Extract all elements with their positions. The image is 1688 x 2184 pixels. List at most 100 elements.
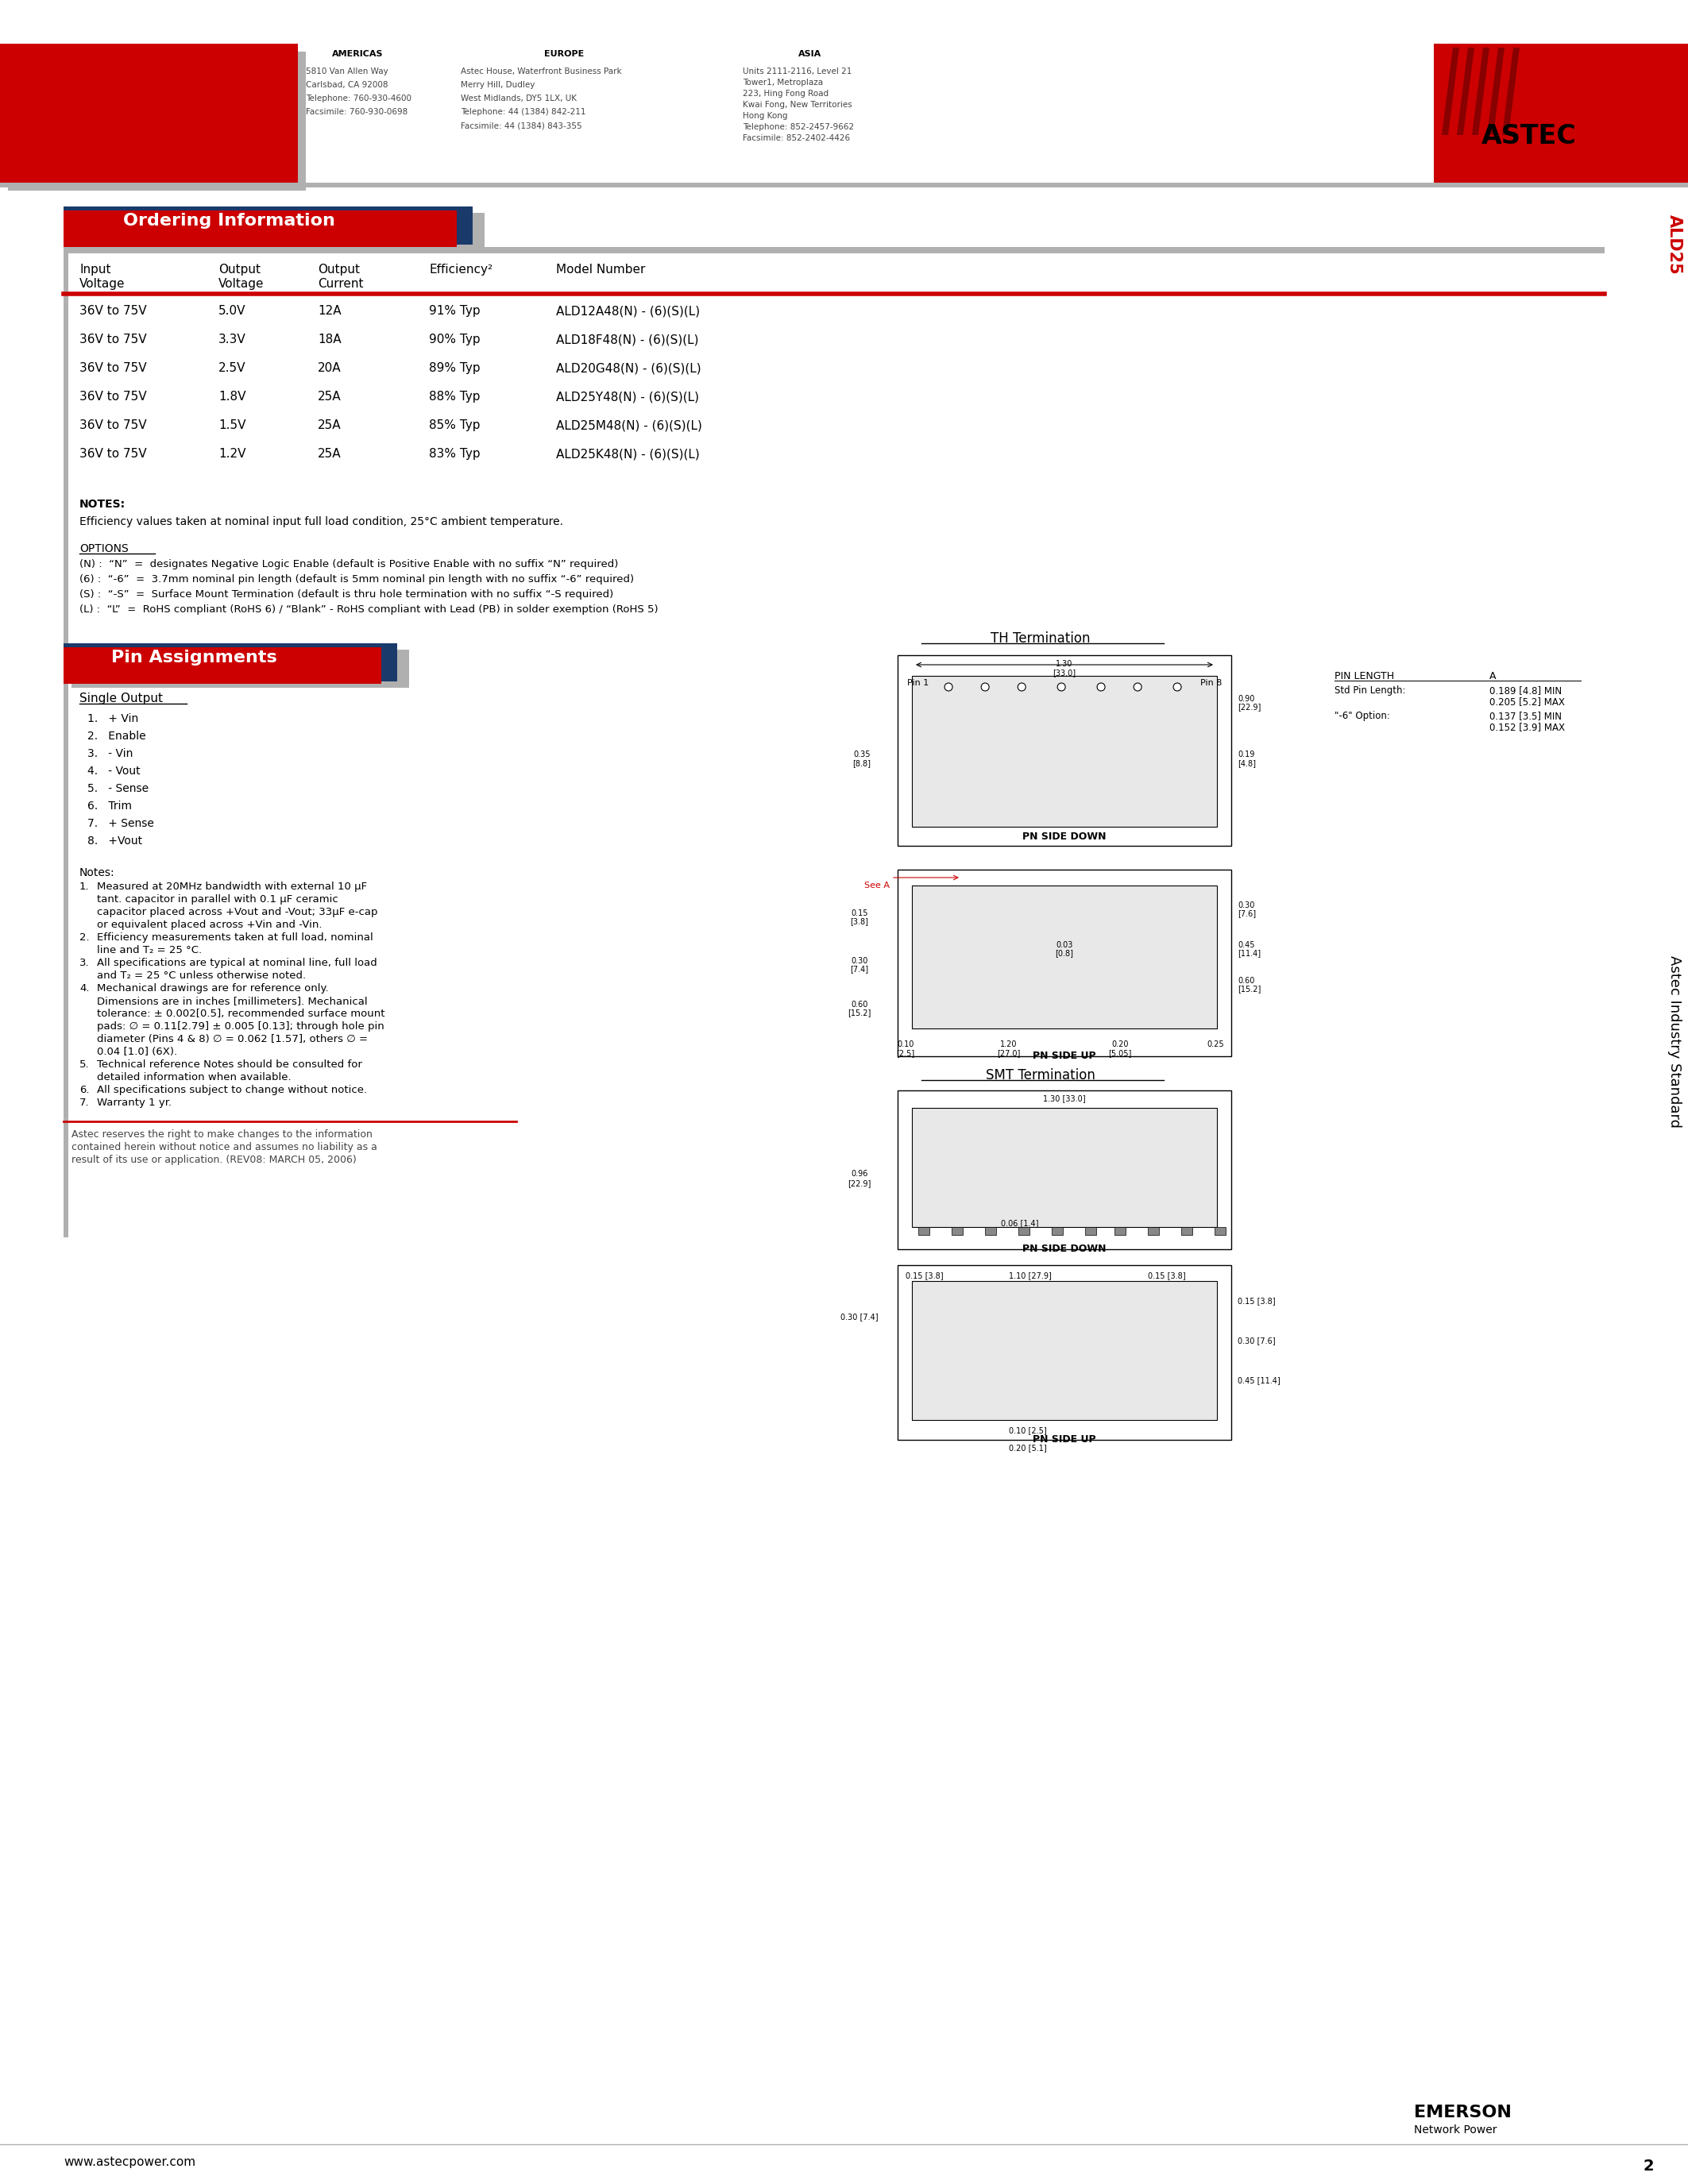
Text: Voltage: Voltage [79,277,125,290]
Text: 0.03: 0.03 [1057,941,1074,950]
Polygon shape [1442,48,1458,135]
Bar [1433,44,1688,183]
Text: 12A: 12A [317,306,341,317]
Text: diameter (Pins 4 & 8) ∅ = 0.062 [1.57], others ∅ =: diameter (Pins 4 & 8) ∅ = 0.062 [1.57], … [96,1033,368,1044]
Text: 3.: 3. [79,959,89,968]
Text: Input: Input [79,264,111,275]
Bar [898,655,1231,845]
Text: [11.4]: [11.4] [1237,950,1261,957]
Text: 2.   Enable: 2. Enable [88,732,145,743]
Text: Dimensions are in inches [millimeters]. Mechanical: Dimensions are in inches [millimeters]. … [96,996,368,1007]
Text: (6) :  “-6”  =  3.7mm nominal pin length (default is 5mm nominal pin length with: (6) : “-6” = 3.7mm nominal pin length (d… [79,574,635,585]
Text: Units 2111-2116, Level 21: Units 2111-2116, Level 21 [743,68,852,76]
Text: 1.2V: 1.2V [218,448,246,461]
Bar [918,1227,928,1234]
Text: 0.15 [3.8]: 0.15 [3.8] [1148,1271,1185,1280]
Text: 90% Typ: 90% Typ [429,334,481,345]
Text: Notes:: Notes: [79,867,115,878]
Text: West Midlands, DY5 1LX, UK: West Midlands, DY5 1LX, UK [461,94,577,103]
Text: 0.60: 0.60 [851,1000,868,1009]
Text: ASIA: ASIA [798,50,822,59]
Text: Tower1, Metroplaza: Tower1, Metroplaza [743,79,824,87]
Text: [22.9]: [22.9] [1237,703,1261,710]
Text: 0.15: 0.15 [851,909,868,917]
Text: 0.30: 0.30 [851,957,868,965]
Text: [7.4]: [7.4] [851,965,869,972]
Text: 0.20: 0.20 [1111,1040,1129,1048]
Bar [64,207,473,245]
Text: 0.189 [4.8] MIN: 0.189 [4.8] MIN [1489,686,1561,697]
Text: 0.45: 0.45 [1237,941,1254,950]
Text: Output: Output [218,264,260,275]
Text: 36V to 75V: 36V to 75V [79,391,147,402]
Bar [0,0,1688,44]
Circle shape [1018,684,1026,690]
Text: EMERSON: EMERSON [1415,2105,1511,2121]
Text: SMT Termination: SMT Termination [986,1068,1096,1083]
Bar [0,183,1688,188]
Text: tolerance: ± 0.002[0.5], recommended surface mount: tolerance: ± 0.002[0.5], recommended sur… [96,1009,385,1020]
Text: 0.205 [5.2] MAX: 0.205 [5.2] MAX [1489,697,1565,708]
Text: 4.: 4. [79,983,89,994]
Text: 0.10 [2.5]: 0.10 [2.5] [1009,1426,1047,1435]
Text: 1.10 [27.9]: 1.10 [27.9] [1009,1271,1052,1280]
Text: 0.60: 0.60 [1237,976,1254,985]
Text: Kwai Fong, New Territories: Kwai Fong, New Territories [743,100,852,109]
Circle shape [1173,684,1182,690]
Text: 223, Hing Fong Road: 223, Hing Fong Road [743,90,829,98]
Text: 5.   - Sense: 5. - Sense [88,784,149,795]
Text: 3.   - Vin: 3. - Vin [88,749,133,760]
Polygon shape [1457,48,1474,135]
Text: 85% Typ: 85% Typ [429,419,479,430]
Text: or equivalent placed across +Vin and -Vin.: or equivalent placed across +Vin and -Vi… [96,919,322,930]
Text: 5.: 5. [79,1059,89,1070]
Circle shape [1134,684,1141,690]
Circle shape [945,684,952,690]
Bar [64,644,397,681]
Text: [3.8]: [3.8] [851,917,869,926]
Text: 0.137 [3.5] MIN: 0.137 [3.5] MIN [1489,710,1561,721]
Bar [1636,44,1688,183]
Bar [64,247,1605,253]
Text: See A: See A [864,882,890,889]
Text: 0.25: 0.25 [1207,1040,1224,1048]
Circle shape [1097,684,1106,690]
Text: ASTEC: ASTEC [1482,122,1577,149]
Polygon shape [1487,48,1504,135]
Text: OPTIONS: OPTIONS [79,544,128,555]
Text: Facsimile: 760-930-0698: Facsimile: 760-930-0698 [306,107,408,116]
Text: 2: 2 [1642,2158,1654,2173]
Text: A: A [1489,670,1496,681]
Text: 1.5V: 1.5V [218,419,246,430]
Text: 36V to 75V: 36V to 75V [79,363,147,373]
Text: 7.: 7. [79,1099,89,1107]
Text: Warranty 1 yr.: Warranty 1 yr. [96,1099,172,1107]
Text: 25A: 25A [317,391,341,402]
Text: Astec House, Waterfront Business Park: Astec House, Waterfront Business Park [461,68,621,76]
Bar [0,44,297,183]
Text: [22.9]: [22.9] [847,1179,871,1188]
Text: "-6" Option:: "-6" Option: [1335,710,1389,721]
Text: AMERICAS: AMERICAS [333,50,383,59]
Text: 0.10: 0.10 [896,1040,915,1048]
Text: 83% Typ: 83% Typ [429,448,481,461]
Text: Pin 1: Pin 1 [906,679,928,688]
Text: Efficiency measurements taken at full load, nominal: Efficiency measurements taken at full lo… [96,933,373,943]
Text: ALD25K48(N) - (6)(S)(L): ALD25K48(N) - (6)(S)(L) [555,448,699,461]
Text: [15.2]: [15.2] [1237,985,1261,994]
Text: 0.90: 0.90 [1237,695,1254,703]
Text: line and T₂ = 25 °C.: line and T₂ = 25 °C. [96,946,203,954]
Text: 0.30 [7.6]: 0.30 [7.6] [1237,1337,1276,1345]
Text: 6.: 6. [79,1085,89,1094]
Text: ALD18F48(N) - (6)(S)(L): ALD18F48(N) - (6)(S)(L) [555,334,699,345]
Bar [71,212,484,251]
Bar [1085,1227,1096,1234]
Text: 0.20 [5.1]: 0.20 [5.1] [1009,1444,1047,1452]
Text: ALD25M48(N) - (6)(S)(L): ALD25M48(N) - (6)(S)(L) [555,419,702,430]
Text: Carlsbad, CA 92008: Carlsbad, CA 92008 [306,81,388,90]
Text: 8.   +Vout: 8. +Vout [88,836,142,847]
Text: 0.35: 0.35 [854,751,871,758]
Text: www.astecpower.com: www.astecpower.com [64,2156,196,2169]
Bar [898,1090,1231,1249]
Text: Model Number: Model Number [555,264,645,275]
